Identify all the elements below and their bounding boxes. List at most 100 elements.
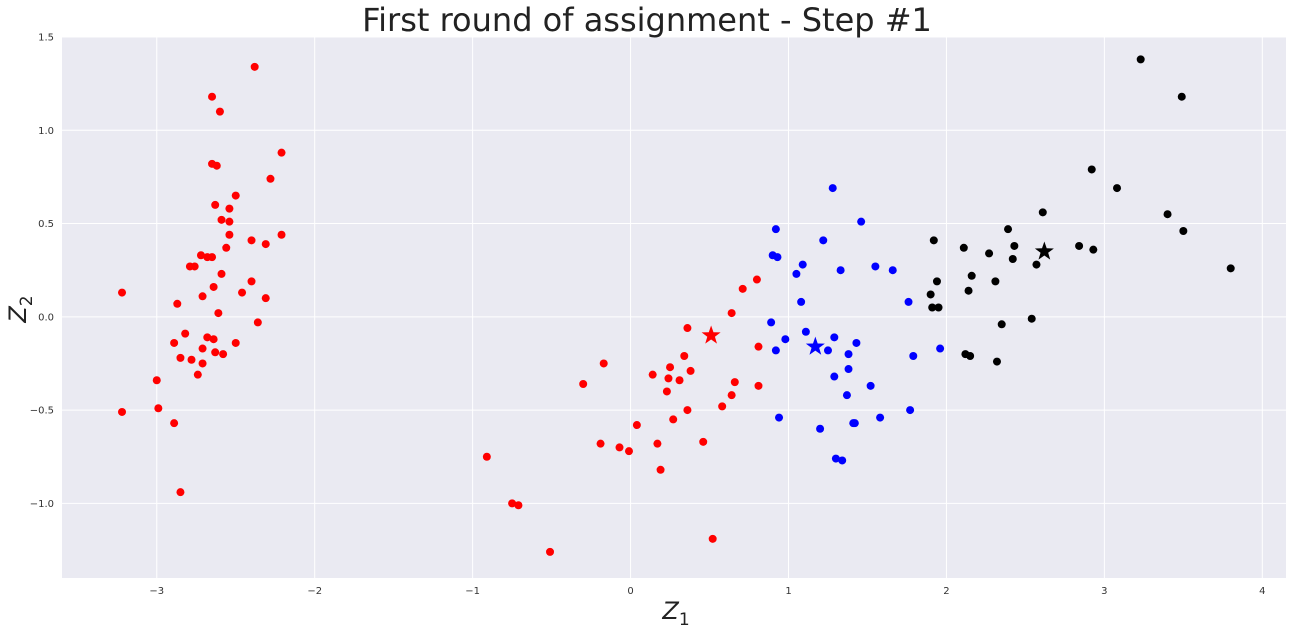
data-point-cluster-1 <box>193 370 202 379</box>
data-point-cluster-2 <box>838 456 847 465</box>
y-tick-label: 0.0 <box>38 312 54 323</box>
y-tick-label: −1.0 <box>30 499 54 510</box>
data-point-cluster-2 <box>836 266 845 275</box>
data-point-cluster-1 <box>718 402 727 411</box>
x-tick-label: 2 <box>943 586 949 597</box>
data-point-cluster-2 <box>775 413 784 422</box>
data-point-cluster-3 <box>1032 260 1041 269</box>
y-tick-label: −0.5 <box>30 406 54 417</box>
data-point-cluster-2 <box>798 260 807 269</box>
data-point-cluster-3 <box>1038 208 1047 217</box>
x-axis-label-main: Z <box>661 597 679 625</box>
centroid-markers <box>701 241 1054 355</box>
data-point-cluster-3 <box>991 277 1000 286</box>
data-point-cluster-2 <box>819 236 828 245</box>
data-point-cluster-1 <box>118 288 127 297</box>
data-point-cluster-1 <box>508 499 517 508</box>
data-point-cluster-2 <box>792 269 801 278</box>
data-point-cluster-1 <box>266 174 275 183</box>
data-point-cluster-1 <box>666 363 675 372</box>
x-tick-label: 3 <box>1101 586 1107 597</box>
data-point-cluster-1 <box>170 338 179 347</box>
data-point-cluster-1 <box>212 161 221 170</box>
data-point-cluster-1 <box>176 353 185 362</box>
data-point-cluster-1 <box>176 488 185 497</box>
data-point-cluster-1 <box>482 452 491 461</box>
x-tick-label: 0 <box>627 586 633 597</box>
data-point-cluster-1 <box>727 391 736 400</box>
data-point-cluster-1 <box>253 318 262 327</box>
data-point-cluster-3 <box>1089 245 1098 254</box>
data-point-cluster-1 <box>754 381 763 390</box>
data-point-cluster-1 <box>219 350 228 359</box>
y-tick-label: 1.5 <box>38 33 54 44</box>
data-point-cluster-2 <box>773 253 782 262</box>
data-point-cluster-1 <box>247 277 256 286</box>
data-point-cluster-3 <box>992 357 1001 366</box>
x-tick-label: −3 <box>149 586 164 597</box>
data-point-cluster-2 <box>842 391 851 400</box>
data-point-cluster-2 <box>904 297 913 306</box>
data-point-cluster-3 <box>1136 55 1145 64</box>
data-point-cluster-2 <box>850 419 859 428</box>
centroid-star-2 <box>805 336 825 355</box>
data-point-cluster-3 <box>1179 227 1188 236</box>
centroid-star-3 <box>1034 241 1054 260</box>
data-point-cluster-1 <box>118 407 127 416</box>
data-point-cluster-1 <box>648 370 657 379</box>
data-point-cluster-3 <box>967 271 976 280</box>
data-point-cluster-1 <box>683 324 692 333</box>
data-point-cluster-1 <box>217 215 226 224</box>
data-point-cluster-1 <box>170 419 179 428</box>
x-tick-label: −2 <box>307 586 322 597</box>
data-point-cluster-1 <box>277 230 286 239</box>
data-point-cluster-1 <box>196 251 205 260</box>
data-point-cluster-1 <box>208 92 217 101</box>
data-point-cluster-1 <box>225 230 234 239</box>
data-point-cluster-2 <box>866 381 875 390</box>
data-point-cluster-1 <box>231 338 240 347</box>
data-point-cluster-1 <box>152 376 161 385</box>
data-point-cluster-3 <box>1027 314 1036 323</box>
data-point-cluster-1 <box>579 379 588 388</box>
data-point-cluster-3 <box>1004 225 1013 234</box>
data-point-cluster-1 <box>211 348 220 357</box>
data-point-cluster-3 <box>985 249 994 258</box>
data-point-cluster-2 <box>852 338 861 347</box>
data-point-cluster-2 <box>857 217 866 226</box>
data-point-cluster-3 <box>929 236 938 245</box>
data-point-cluster-1 <box>211 200 220 209</box>
data-point-cluster-1 <box>615 443 624 452</box>
y-axis-label: Z2 <box>4 295 37 323</box>
data-point-cluster-3 <box>997 320 1006 329</box>
data-point-cluster-1 <box>222 243 231 252</box>
x-axis-label-subscript: 1 <box>679 610 690 630</box>
data-point-cluster-1 <box>225 217 234 226</box>
data-point-cluster-1 <box>653 439 662 448</box>
data-point-cluster-1 <box>209 282 218 291</box>
data-point-cluster-3 <box>964 286 973 295</box>
data-point-cluster-2 <box>831 454 840 463</box>
data-point-cluster-2 <box>797 297 806 306</box>
data-point-cluster-1 <box>154 404 163 413</box>
data-point-cluster-1 <box>208 253 217 262</box>
data-point-cluster-2 <box>816 424 825 433</box>
data-point-cluster-3 <box>932 277 941 286</box>
x-tick-label: 4 <box>1259 586 1265 597</box>
data-point-cluster-1 <box>261 294 270 303</box>
data-point-cluster-3 <box>926 290 935 299</box>
data-point-cluster-1 <box>599 359 608 368</box>
data-point-cluster-1 <box>699 437 708 446</box>
data-point-cluster-1 <box>680 352 689 361</box>
data-point-cluster-1 <box>198 359 207 368</box>
data-point-cluster-2 <box>830 333 839 342</box>
data-point-cluster-3 <box>1163 210 1172 219</box>
data-point-cluster-1 <box>752 275 761 284</box>
data-point-cluster-1 <box>198 292 207 301</box>
data-point-cluster-1 <box>225 204 234 213</box>
data-point-cluster-1 <box>190 262 199 271</box>
x-tick-label: 1 <box>785 586 791 597</box>
data-point-cluster-2 <box>876 413 885 422</box>
